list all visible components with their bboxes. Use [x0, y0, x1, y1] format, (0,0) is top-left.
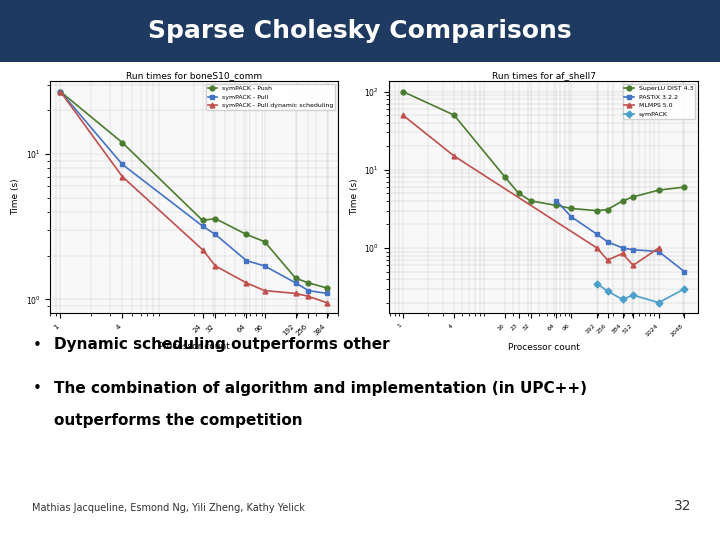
symPACK - Pull dynamic scheduling — [304, 293, 312, 300]
SuperLU DIST 4.3 — [552, 202, 561, 208]
symPACK — [680, 286, 688, 292]
symPACK - Push — [260, 238, 269, 245]
symPACK - Pull dynamic scheduling — [260, 287, 269, 294]
SuperLU DIST 4.3 — [526, 198, 535, 204]
symPACK - Push — [198, 217, 207, 224]
SuperLU DIST 4.3 — [603, 206, 612, 213]
PASTiX 3.2.2 — [629, 246, 637, 253]
Legend: symPACK - Push, symPACK - Pull, symPACK - Pull dynamic scheduling: symPACK - Push, symPACK - Pull, symPACK … — [206, 84, 336, 110]
Text: outperforms the competition: outperforms the competition — [54, 413, 302, 428]
symPACK — [629, 292, 637, 298]
SuperLU DIST 4.3 — [567, 205, 576, 212]
symPACK — [603, 288, 612, 294]
PASTiX 3.2.2 — [654, 248, 663, 255]
Y-axis label: Time (s): Time (s) — [12, 179, 20, 215]
symPACK - Pull — [260, 262, 269, 269]
PASTiX 3.2.2 — [552, 198, 561, 204]
Title: Run times for boneS10_comm: Run times for boneS10_comm — [126, 71, 263, 80]
PASTiX 3.2.2 — [680, 268, 688, 275]
Line: PASTiX 3.2.2: PASTiX 3.2.2 — [554, 199, 687, 274]
symPACK - Pull dynamic scheduling — [56, 89, 65, 95]
symPACK - Pull — [323, 290, 331, 296]
Title: Run times for af_shell7: Run times for af_shell7 — [492, 71, 595, 80]
symPACK - Push — [211, 215, 220, 222]
symPACK - Pull dynamic scheduling — [211, 262, 220, 269]
SuperLU DIST 4.3 — [501, 174, 510, 180]
Text: •: • — [32, 381, 41, 396]
symPACK - Push — [323, 285, 331, 291]
PASTiX 3.2.2 — [618, 245, 627, 251]
PASTiX 3.2.2 — [567, 214, 576, 220]
MLMPS 5.0 — [399, 112, 408, 118]
X-axis label: Processor count: Processor count — [158, 342, 230, 351]
SuperLU DIST 4.3 — [618, 198, 627, 204]
symPACK - Pull dynamic scheduling — [292, 290, 300, 296]
symPACK - Pull — [118, 161, 127, 168]
Text: •: • — [32, 338, 41, 353]
Text: Sparse Cholesky Comparisons: Sparse Cholesky Comparisons — [148, 19, 572, 43]
symPACK - Pull dynamic scheduling — [118, 173, 127, 180]
Y-axis label: Time (s): Time (s) — [350, 179, 359, 215]
symPACK - Pull — [304, 287, 312, 294]
X-axis label: Processor count: Processor count — [508, 343, 580, 352]
symPACK - Push — [56, 89, 65, 95]
PASTiX 3.2.2 — [603, 239, 612, 245]
Legend: SuperLU DIST 4.3, PASTiX 3.2.2, MLMPS 5.0, symPACK: SuperLU DIST 4.3, PASTiX 3.2.2, MLMPS 5.… — [623, 84, 696, 119]
symPACK — [654, 299, 663, 306]
symPACK - Push — [304, 280, 312, 286]
MLMPS 5.0 — [618, 250, 627, 256]
PASTiX 3.2.2 — [593, 231, 601, 238]
Line: symPACK: symPACK — [595, 281, 687, 305]
symPACK - Pull dynamic scheduling — [242, 280, 251, 286]
symPACK - Pull dynamic scheduling — [198, 246, 207, 253]
symPACK - Push — [292, 275, 300, 281]
symPACK — [618, 296, 627, 302]
symPACK - Pull — [242, 258, 251, 264]
Line: SuperLU DIST 4.3: SuperLU DIST 4.3 — [400, 89, 687, 213]
symPACK — [593, 280, 601, 287]
symPACK - Pull dynamic scheduling — [323, 299, 331, 306]
SuperLU DIST 4.3 — [680, 184, 688, 191]
MLMPS 5.0 — [450, 153, 459, 159]
SuperLU DIST 4.3 — [514, 190, 523, 197]
symPACK - Pull — [198, 223, 207, 230]
Line: MLMPS 5.0: MLMPS 5.0 — [400, 113, 661, 268]
SuperLU DIST 4.3 — [593, 207, 601, 214]
MLMPS 5.0 — [654, 245, 663, 251]
Text: Dynamic scheduling outperforms other: Dynamic scheduling outperforms other — [54, 338, 390, 353]
SuperLU DIST 4.3 — [450, 112, 459, 118]
Line: symPACK - Pull: symPACK - Pull — [58, 89, 329, 296]
MLMPS 5.0 — [629, 262, 637, 268]
symPACK - Pull — [211, 231, 220, 238]
symPACK - Push — [118, 139, 127, 146]
MLMPS 5.0 — [603, 257, 612, 264]
Text: The combination of algorithm and implementation (in UPC++): The combination of algorithm and impleme… — [54, 381, 587, 396]
symPACK - Push — [242, 231, 251, 238]
symPACK - Pull — [292, 280, 300, 286]
Line: symPACK - Push: symPACK - Push — [58, 89, 329, 291]
symPACK - Pull — [56, 89, 65, 95]
MLMPS 5.0 — [593, 245, 601, 251]
Line: symPACK - Pull dynamic scheduling: symPACK - Pull dynamic scheduling — [58, 89, 329, 305]
Text: Mathias Jacqueline, Esmond Ng, Yili Zheng, Kathy Yelick: Mathias Jacqueline, Esmond Ng, Yili Zhen… — [32, 503, 305, 513]
SuperLU DIST 4.3 — [629, 194, 637, 200]
SuperLU DIST 4.3 — [654, 187, 663, 193]
Text: 32: 32 — [674, 499, 691, 513]
SuperLU DIST 4.3 — [399, 89, 408, 95]
